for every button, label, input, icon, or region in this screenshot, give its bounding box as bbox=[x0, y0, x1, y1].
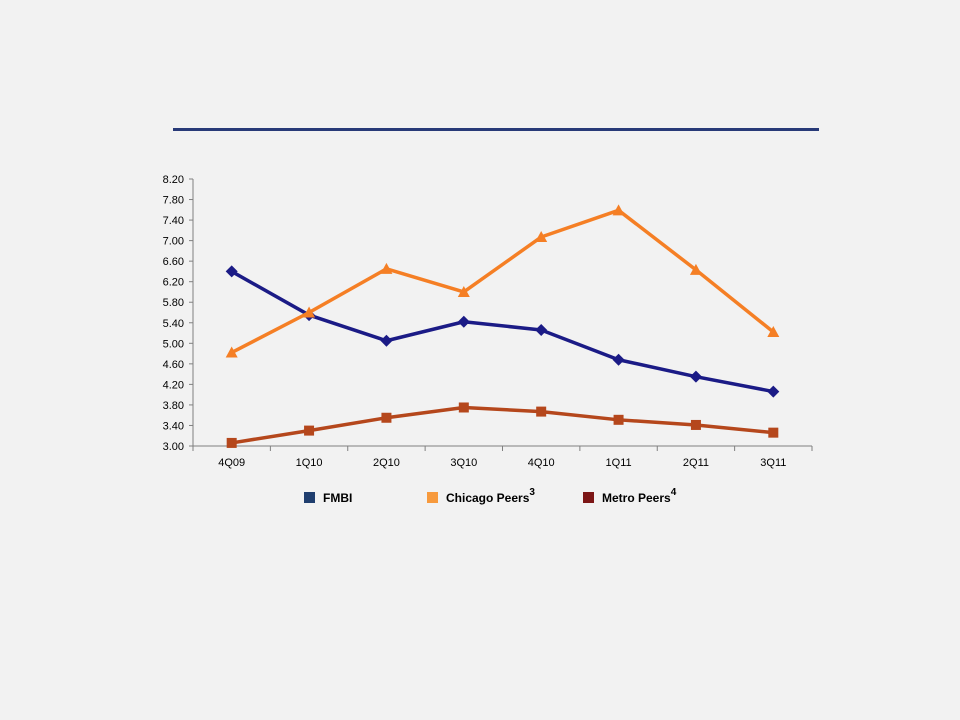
y-tick-label: 3.80 bbox=[163, 400, 184, 412]
x-tick-label: 3Q11 bbox=[760, 457, 786, 469]
data-point-fmbi bbox=[380, 334, 393, 347]
y-tick-label: 7.80 bbox=[163, 195, 184, 207]
data-point-metro-peers bbox=[768, 427, 779, 438]
data-point-metro-peers bbox=[381, 412, 392, 423]
chart-series bbox=[225, 204, 780, 448]
y-tick-label: 6.20 bbox=[163, 277, 184, 289]
y-tick-label: 6.60 bbox=[163, 256, 184, 268]
y-tick-label: 8.20 bbox=[163, 174, 184, 186]
x-tick-label: 2Q11 bbox=[683, 457, 709, 469]
title-underline bbox=[173, 128, 819, 131]
x-tick-label: 2Q10 bbox=[373, 457, 400, 469]
legend-swatch-fmbi bbox=[304, 492, 315, 503]
data-point-fmbi bbox=[689, 370, 702, 383]
data-point-metro-peers bbox=[458, 402, 469, 413]
series-line-metro-peers bbox=[231, 405, 774, 445]
series-fmbi bbox=[225, 265, 780, 398]
data-point-chicago-peers bbox=[535, 231, 548, 243]
series-line-fmbi bbox=[230, 269, 774, 394]
y-tick-label: 4.60 bbox=[163, 359, 184, 371]
series-metro-peers bbox=[226, 402, 779, 448]
data-point-fmbi bbox=[767, 385, 780, 398]
data-point-chicago-peers bbox=[457, 285, 470, 297]
y-tick-label: 5.80 bbox=[163, 297, 184, 309]
y-tick-label: 5.40 bbox=[163, 318, 184, 330]
y-tick-label: 3.00 bbox=[163, 441, 184, 453]
legend-swatch-metro-peers bbox=[583, 492, 594, 503]
data-point-chicago-peers bbox=[303, 306, 316, 318]
data-point-chicago-peers bbox=[225, 346, 238, 358]
x-tick-label: 1Q10 bbox=[296, 457, 323, 469]
series-line-chicago-peers bbox=[230, 208, 775, 355]
legend-item-metro-peers: Metro Peers4 bbox=[583, 487, 677, 505]
data-point-chicago-peers bbox=[689, 263, 702, 275]
legend-footnote-chicago-peers: 3 bbox=[529, 487, 535, 498]
y-tick-label: 7.40 bbox=[163, 215, 184, 227]
data-point-chicago-peers bbox=[767, 326, 780, 338]
x-tick-label: 1Q11 bbox=[606, 457, 632, 469]
x-tick-label: 3Q10 bbox=[450, 457, 477, 469]
chart-legend: FMBI Chicago Peers3 Metro Peers4 bbox=[0, 484, 960, 514]
legend-label-chicago-peers: Chicago Peers bbox=[446, 491, 530, 505]
y-tick-label: 4.20 bbox=[163, 379, 184, 391]
data-point-metro-peers bbox=[690, 419, 701, 430]
legend-footnote-metro-peers: 4 bbox=[670, 487, 677, 498]
data-point-chicago-peers bbox=[380, 262, 393, 274]
legend-swatch-chicago-peers bbox=[427, 492, 438, 503]
y-tick-label: 3.40 bbox=[163, 420, 184, 432]
legend-label-fmbi: FMBI bbox=[323, 491, 353, 505]
data-point-fmbi bbox=[612, 353, 625, 366]
data-point-fmbi bbox=[457, 315, 470, 328]
legend-label-metro-peers: Metro Peers bbox=[602, 491, 671, 505]
data-point-chicago-peers bbox=[612, 204, 625, 216]
data-point-metro-peers bbox=[536, 406, 547, 417]
data-point-fmbi bbox=[225, 265, 238, 278]
x-tick-label: 4Q09 bbox=[218, 457, 245, 469]
data-point-metro-peers bbox=[613, 414, 624, 425]
series-chicago-peers bbox=[225, 204, 780, 358]
legend-item-chicago-peers: Chicago Peers3 bbox=[427, 487, 535, 505]
data-point-fmbi bbox=[535, 323, 548, 336]
y-tick-label: 5.00 bbox=[163, 338, 184, 350]
x-tick-label: 4Q10 bbox=[528, 457, 555, 469]
y-tick-label: 7.00 bbox=[163, 236, 184, 248]
data-point-metro-peers bbox=[304, 425, 315, 436]
data-point-metro-peers bbox=[226, 437, 237, 448]
legend-item-fmbi: FMBI bbox=[304, 489, 352, 505]
chart-axes: 3.00 3.40 3.80 4.20 4.60 5.00 5.40 5.80 6.20 6.60… bbox=[163, 174, 813, 469]
